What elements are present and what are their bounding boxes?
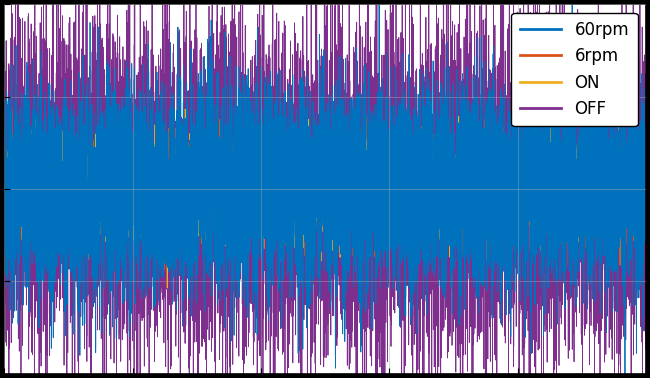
60rpm [642, 266, 650, 271]
OFF [0, 147, 8, 152]
6rpm [161, 268, 168, 272]
ON [608, 161, 616, 165]
Line: ON: ON [4, 106, 646, 288]
6rpm [314, 211, 322, 215]
OFF [314, 136, 322, 140]
ON [38, 186, 46, 191]
6rpm [642, 192, 650, 196]
6rpm [549, 105, 557, 109]
60rpm [27, 187, 34, 191]
60rpm [621, 377, 629, 378]
OFF [27, 160, 34, 165]
60rpm [314, 122, 322, 127]
60rpm [3, 181, 11, 185]
OFF [126, 191, 134, 196]
OFF [3, 245, 11, 249]
Line: OFF: OFF [4, 0, 646, 378]
6rpm [3, 166, 11, 170]
OFF [38, 222, 46, 227]
OFF [608, 154, 616, 158]
OFF [642, 135, 650, 139]
ON [0, 231, 8, 235]
ON [213, 104, 221, 108]
Line: 60rpm: 60rpm [4, 0, 646, 378]
60rpm [38, 172, 46, 177]
60rpm [126, 186, 134, 191]
ON [3, 184, 11, 189]
ON [126, 204, 134, 209]
ON [163, 286, 171, 290]
6rpm [126, 191, 134, 195]
6rpm [38, 192, 46, 196]
Legend: 60rpm, 6rpm, ON, OFF: 60rpm, 6rpm, ON, OFF [511, 12, 638, 126]
ON [314, 165, 322, 170]
Line: 6rpm: 6rpm [4, 107, 646, 270]
6rpm [27, 207, 34, 211]
6rpm [0, 179, 8, 184]
60rpm [608, 237, 616, 242]
60rpm [0, 220, 8, 225]
6rpm [608, 171, 616, 176]
ON [642, 179, 650, 183]
ON [27, 187, 34, 192]
